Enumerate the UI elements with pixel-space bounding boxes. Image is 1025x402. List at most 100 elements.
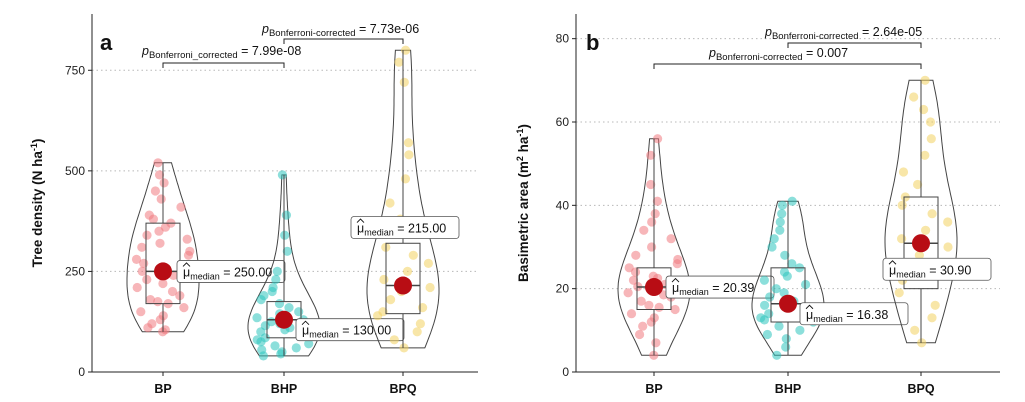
data-point [626, 309, 637, 319]
median-label-sub: median [813, 314, 843, 324]
median-label-sub: median [190, 271, 220, 281]
data-point [252, 335, 262, 345]
median-label-mu: μ [889, 263, 896, 277]
median-label-text: μmedian = 30.90 [889, 263, 971, 279]
median-dot-BHP [275, 310, 293, 329]
median-label-text: μmedian = 16.38 [806, 308, 888, 324]
comparison-label: pBonferroni-corrected = 7.73e-06 [261, 22, 419, 39]
median-label-box [295, 318, 405, 342]
x-tick-label: BHP [271, 382, 297, 396]
data-point [897, 200, 907, 210]
data-point [651, 338, 661, 348]
data-point [281, 210, 291, 220]
data-point [624, 263, 634, 273]
y-axis-title-main: Basimetric area (m [516, 161, 531, 282]
median-label-eq: = [709, 281, 723, 295]
data-point [131, 254, 142, 264]
data-point [415, 319, 425, 329]
data-point [644, 300, 654, 310]
data-point [769, 234, 779, 244]
data-point [631, 250, 641, 260]
y-axis-title-main: Tree density (N ha [30, 151, 45, 268]
data-point [795, 325, 805, 335]
median-label-text: μmedian = 215.00 [357, 222, 446, 238]
data-point [927, 313, 937, 323]
comparison-bracket [283, 38, 404, 44]
data-point [943, 217, 953, 227]
y-axis-title: Tree density (N ha-1) [29, 139, 45, 268]
data-point [142, 230, 152, 240]
y-tick-label: 500 [65, 164, 85, 178]
median-label-value: 30.90 [940, 263, 971, 277]
data-point [418, 303, 428, 313]
data-point [266, 317, 276, 327]
data-point [277, 170, 287, 180]
comparison-label: pBonferroni-corrected = 0.007 [708, 46, 848, 63]
y-axis-title-close: ) [30, 139, 45, 144]
data-point [386, 295, 396, 305]
median-label-box [799, 302, 909, 326]
data-point [646, 179, 656, 190]
data-point [646, 150, 656, 160]
p-subscript: Bonferroni_corrected [149, 50, 238, 61]
data-point [144, 210, 154, 220]
y-axis-title: Basimetric area (m2 ha-1) [515, 124, 531, 282]
y-tick-label: 0 [78, 365, 85, 379]
comparison-bracket [162, 62, 285, 68]
comparison-bracket [653, 63, 922, 69]
data-point [379, 274, 389, 285]
p-subscript: Bonferroni-corrected [269, 28, 356, 39]
data-point [930, 300, 940, 310]
data-point [136, 307, 146, 317]
median-label-box [882, 257, 992, 281]
data-point [774, 321, 784, 331]
comparison-label: pBonferroni_corrected = 7.99e-08 [141, 44, 301, 61]
median-label-text: μmedian = 20.39 [672, 281, 754, 297]
data-point [894, 288, 904, 298]
p-symbol: p [261, 22, 269, 36]
data-point [185, 246, 195, 256]
y-tick-label: 750 [65, 63, 85, 77]
data-point [402, 266, 413, 276]
data-point [670, 304, 680, 315]
data-point [765, 292, 775, 302]
data-point [408, 250, 418, 260]
data-point [153, 158, 163, 168]
data-point [274, 299, 285, 309]
data-point [270, 341, 280, 351]
data-point [385, 198, 395, 208]
data-point [142, 274, 152, 285]
data-point [779, 267, 790, 277]
data-point [775, 225, 785, 235]
data-point [652, 196, 663, 206]
data-point [920, 150, 930, 160]
median-dot-BP [154, 262, 172, 281]
data-point [280, 230, 290, 240]
median-label-sub: median [364, 228, 394, 238]
median-label-sub: median [309, 330, 339, 340]
data-point [647, 242, 657, 252]
panel-letter: a [100, 30, 113, 55]
mu-hat [356, 218, 365, 223]
data-point [898, 167, 909, 177]
data-point [277, 347, 287, 357]
data-point [394, 57, 404, 67]
x-tick-label: BP [645, 382, 662, 396]
median-label-value: 16.38 [857, 308, 888, 322]
data-point [378, 307, 388, 317]
median-dot-BP [645, 278, 663, 297]
data-point [259, 291, 269, 301]
data-point [653, 134, 663, 144]
data-point [636, 296, 646, 306]
panel-letter: b [586, 30, 599, 55]
data-point [801, 279, 811, 290]
median-label-eq: = [220, 265, 234, 279]
p-equals: = 0.007 [803, 46, 849, 60]
median-label-mu: μ [302, 324, 309, 338]
data-point [179, 303, 189, 313]
data-point [772, 350, 782, 360]
panel-b: 0 20 40 60 80 BP BHP BPQ b Basimetric area (m2 ha… [515, 14, 1000, 396]
data-point [628, 275, 639, 285]
data-point [917, 338, 927, 348]
data-point [401, 45, 411, 55]
